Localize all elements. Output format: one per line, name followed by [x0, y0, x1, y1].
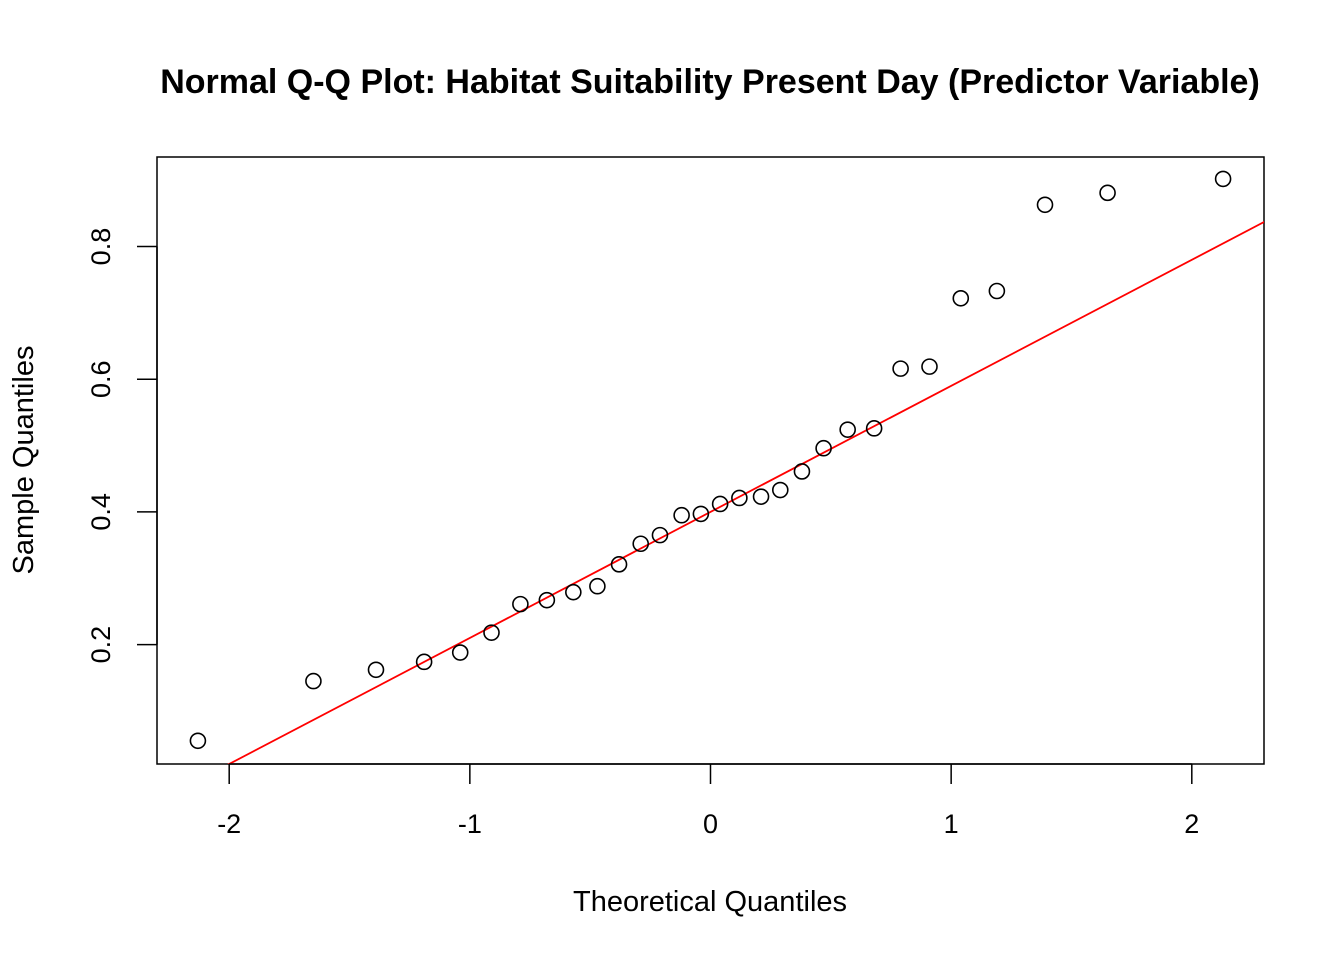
points-group: [189, 170, 1232, 750]
data-point: [367, 661, 385, 679]
data-point: [839, 421, 856, 438]
data-point: [793, 463, 811, 480]
x-tick-label: -1: [458, 809, 482, 839]
data-point: [1036, 196, 1054, 214]
reference-line-group: [227, 220, 1264, 764]
data-point: [651, 526, 669, 544]
data-point: [865, 420, 883, 437]
chart-title: Normal Q-Q Plot: Habitat Suitability Pre…: [160, 63, 1260, 101]
plot-frame: [156, 156, 1265, 765]
data-point: [952, 290, 970, 307]
data-point: [771, 481, 789, 499]
data-point: [731, 489, 748, 507]
x-axis: -2 -1 0 1 2: [217, 763, 1199, 839]
x-tick-label: 0: [703, 809, 718, 839]
y-tick-label: 0.2: [86, 626, 116, 664]
y-tick-label: 0.4: [86, 493, 116, 531]
data-point: [512, 595, 529, 613]
x-tick-label: 1: [944, 809, 959, 839]
data-point: [451, 644, 469, 661]
data-point: [673, 506, 690, 524]
qq-reference-line: [227, 220, 1264, 764]
data-point: [815, 439, 832, 457]
y-axis: 0.2 0.4 0.6 0.8: [86, 228, 158, 664]
data-point: [711, 495, 729, 513]
x-tick-label: -2: [217, 809, 241, 839]
data-point: [305, 672, 322, 690]
data-point: [610, 556, 628, 573]
data-point: [565, 583, 582, 601]
data-point: [921, 358, 938, 375]
data-point: [189, 732, 207, 750]
data-point: [752, 488, 770, 505]
data-point: [1099, 184, 1116, 202]
data-point: [892, 360, 909, 377]
y-axis-label: Sample Quantiles: [8, 346, 40, 575]
data-point: [589, 577, 606, 595]
y-tick-label: 0.8: [86, 228, 116, 266]
data-point: [632, 535, 650, 553]
data-point: [692, 505, 710, 523]
x-axis-label: Theoretical Quantiles: [573, 886, 847, 918]
data-point: [1214, 170, 1232, 188]
data-point: [988, 282, 1006, 300]
data-point: [483, 624, 500, 641]
data-point: [538, 591, 556, 609]
data-point: [415, 653, 433, 671]
x-tick-label: 2: [1184, 809, 1199, 839]
y-tick-label: 0.6: [86, 360, 116, 398]
